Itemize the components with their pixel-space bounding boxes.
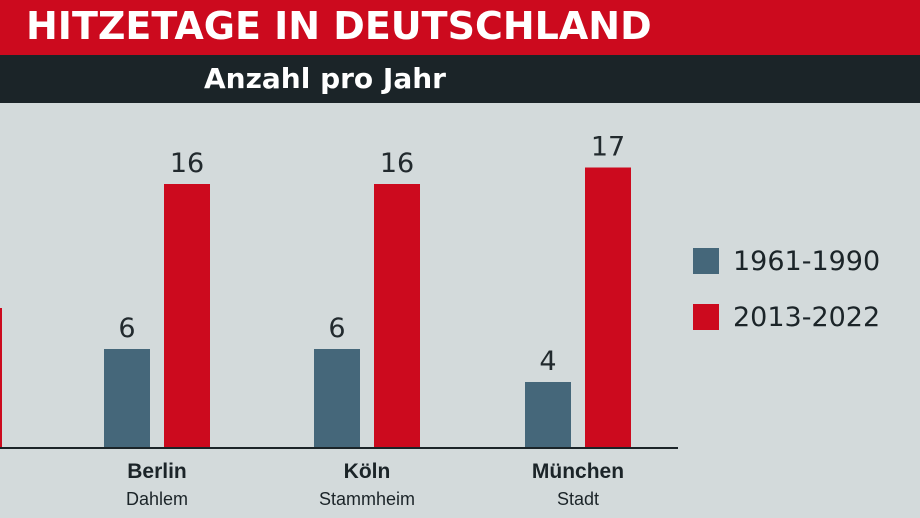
bar-münchen-series-1 [525,382,571,448]
legend-label-series-2: 2013-2022 [733,301,881,333]
legend-item-series-1: 1961-1990 [693,245,880,277]
bar-münchen-series-2 [585,167,631,448]
category-label-3: München [532,460,624,483]
category-sublabel-1: Dahlem [126,489,188,509]
data-label-münchen-series-1: 4 [539,346,556,377]
legend-swatch-series-1 [693,248,719,274]
data-label-berlin-series-1: 6 [118,313,135,344]
category-sublabel-3: Stadt [557,489,599,509]
legend: 1961-1990 2013-2022 [693,245,880,357]
chart-title: HITZETAGE IN DEUTSCHLAND [26,4,652,48]
bar-köln-series-1 [314,349,360,448]
legend-swatch-series-2 [693,304,719,330]
chart-subtitle: Anzahl pro Jahr [204,62,446,95]
category-label-2: Köln [344,460,391,483]
bar-berlin-series-2 [164,184,210,448]
category-sublabel-2: Stammheim [319,489,415,509]
title-bar: HITZETAGE IN DEUTSCHLAND [0,0,920,55]
subtitle-bar: Anzahl pro Jahr [0,55,920,103]
data-label-köln-series-1: 6 [328,313,345,344]
legend-item-series-2: 2013-2022 [693,301,880,333]
bar-berlin-series-1 [104,349,150,448]
data-label-münchen-series-2: 17 [591,132,625,163]
data-label-köln-series-2: 16 [380,148,414,179]
category-label-1: Berlin [127,460,187,483]
data-label-berlin-series-2: 16 [170,148,204,179]
bar-köln-series-2 [374,184,420,448]
legend-label-series-1: 1961-1990 [733,245,881,277]
left-edge-accent [0,308,2,448]
